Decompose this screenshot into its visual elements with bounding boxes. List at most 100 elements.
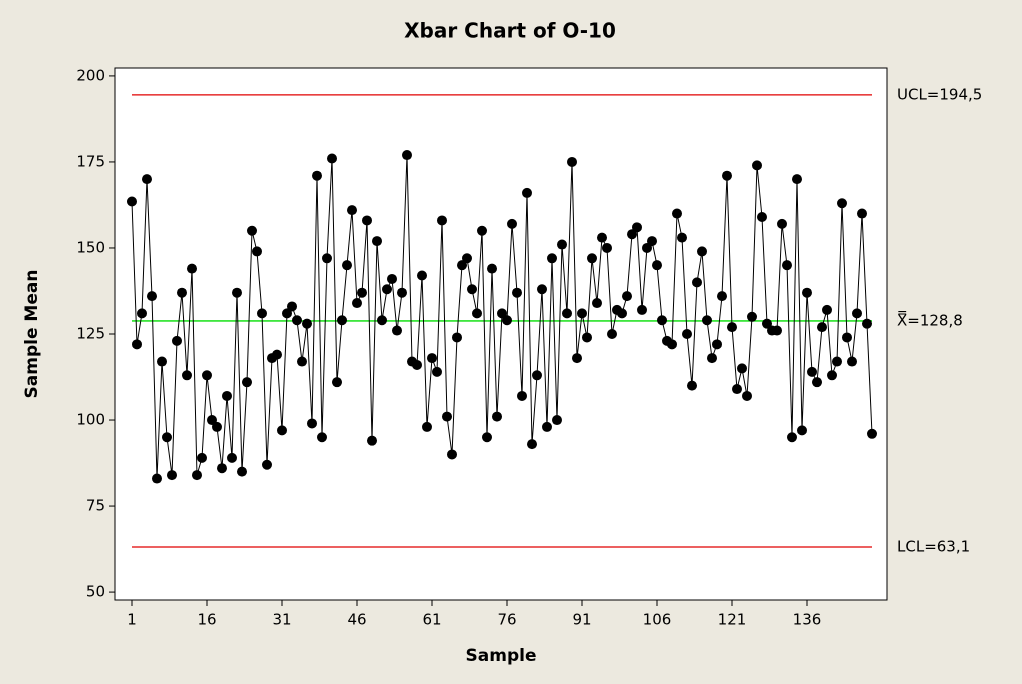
data-point <box>277 425 287 436</box>
data-point <box>792 174 802 185</box>
data-point <box>207 415 217 426</box>
data-point <box>257 308 267 319</box>
data-point <box>127 196 137 207</box>
data-point <box>632 222 642 233</box>
data-point <box>402 150 412 161</box>
data-point <box>147 291 157 302</box>
data-point <box>512 287 522 298</box>
y-tick-label: 100 <box>76 411 105 429</box>
data-point <box>537 284 547 295</box>
data-point <box>627 229 637 240</box>
data-point <box>167 470 177 481</box>
data-point <box>782 260 792 271</box>
data-point <box>842 332 852 343</box>
data-point <box>697 246 707 257</box>
data-point <box>297 356 307 367</box>
data-point <box>852 308 862 319</box>
data-point <box>622 291 632 302</box>
data-point <box>302 318 312 329</box>
data-point <box>557 239 567 250</box>
data-point <box>847 356 857 367</box>
data-point <box>392 325 402 336</box>
data-point <box>827 370 837 381</box>
x-tick-label: 16 <box>197 611 216 629</box>
data-point <box>597 232 607 243</box>
data-point <box>137 308 147 319</box>
x-tick-label: 91 <box>572 611 591 629</box>
data-point <box>232 287 242 298</box>
data-point <box>357 287 367 298</box>
data-point <box>817 322 827 333</box>
data-point <box>377 315 387 326</box>
data-point <box>247 225 257 236</box>
data-point <box>587 253 597 264</box>
data-point <box>352 298 362 309</box>
data-point <box>822 304 832 315</box>
data-point <box>307 418 317 429</box>
x-tick-label: 61 <box>422 611 441 629</box>
data-point <box>287 301 297 312</box>
data-point <box>447 449 457 460</box>
data-point <box>752 160 762 171</box>
data-point <box>212 421 222 432</box>
data-point <box>867 428 877 439</box>
data-point <box>732 384 742 395</box>
data-point <box>132 339 142 350</box>
data-point <box>762 318 772 329</box>
data-point <box>727 322 737 333</box>
data-point <box>572 353 582 364</box>
data-point <box>837 198 847 209</box>
data-point <box>747 311 757 322</box>
data-point <box>602 242 612 253</box>
data-point <box>492 411 502 422</box>
data-point <box>527 439 537 450</box>
data-point <box>742 390 752 401</box>
data-point <box>667 339 677 350</box>
y-tick-label: 50 <box>86 583 105 601</box>
data-point <box>272 349 282 360</box>
data-point <box>712 339 722 350</box>
data-point <box>577 308 587 319</box>
data-point <box>457 260 467 271</box>
control-limit-label: UCL=194,5 <box>897 85 982 103</box>
control-limit-label: X̿=128,8 <box>897 310 963 330</box>
data-point <box>737 363 747 374</box>
data-point <box>182 370 192 381</box>
data-point <box>142 174 152 185</box>
data-point <box>812 377 822 388</box>
data-point <box>497 308 507 319</box>
data-point <box>607 329 617 339</box>
data-point <box>542 421 552 432</box>
data-point <box>567 156 577 167</box>
data-point <box>802 287 812 298</box>
data-point <box>192 470 202 481</box>
data-point <box>532 370 542 381</box>
data-point <box>722 170 732 181</box>
data-point <box>367 435 377 446</box>
data-point <box>362 215 372 226</box>
data-point <box>322 253 332 264</box>
data-point <box>472 308 482 319</box>
data-point <box>787 432 797 443</box>
data-point <box>152 473 162 484</box>
data-point <box>642 242 652 253</box>
data-point <box>187 263 197 274</box>
data-point <box>327 153 337 164</box>
x-tick-label: 106 <box>643 611 672 629</box>
data-point <box>427 353 437 364</box>
data-point <box>477 225 487 236</box>
y-tick-label: 200 <box>76 66 105 84</box>
data-point <box>222 390 232 401</box>
data-point <box>237 466 247 477</box>
data-point <box>397 287 407 298</box>
data-point <box>162 432 172 443</box>
data-point <box>347 205 357 216</box>
data-point <box>797 425 807 436</box>
data-point <box>682 329 692 339</box>
data-point <box>197 452 207 463</box>
chart-title: Xbar Chart of O-10 <box>404 19 616 43</box>
data-point <box>502 315 512 326</box>
data-point <box>422 421 432 432</box>
data-point <box>372 236 382 247</box>
data-point <box>317 432 327 443</box>
